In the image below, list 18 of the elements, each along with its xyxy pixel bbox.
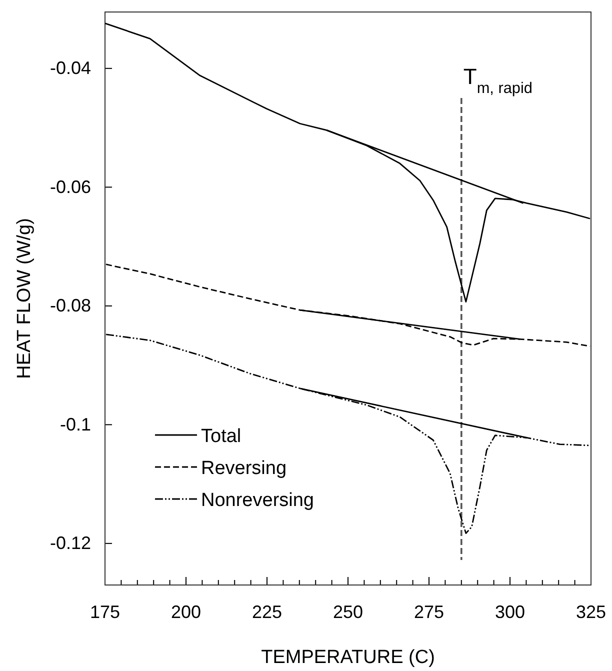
y-tick-label: -0.04 bbox=[50, 58, 91, 78]
x-tick-label: 300 bbox=[494, 602, 526, 622]
legend-label: Nonreversing bbox=[201, 490, 314, 511]
x-tick-label: 325 bbox=[576, 602, 606, 622]
ref-line-label: T$_{m, rapid}$ bbox=[463, 64, 532, 96]
y-tick-label: -0.08 bbox=[50, 296, 91, 316]
x-tick-label: 200 bbox=[170, 602, 202, 622]
y-axis-title: HEAT FLOW (W/g) bbox=[14, 218, 35, 379]
legend-label: Reversing bbox=[201, 458, 287, 479]
x-tick-label: 275 bbox=[414, 602, 444, 622]
legend-label: Total bbox=[201, 426, 242, 447]
y-tick-label: -0.06 bbox=[50, 176, 91, 197]
x-tick-label: 250 bbox=[332, 602, 364, 622]
x-axis-title: TEMPERATURE (C) bbox=[261, 647, 435, 668]
x-tick-label: 225 bbox=[252, 602, 282, 622]
y-tick-label: -0.1 bbox=[60, 414, 91, 434]
y-tick-label: -0.12 bbox=[50, 533, 91, 554]
x-tick-label: 175 bbox=[90, 602, 120, 622]
